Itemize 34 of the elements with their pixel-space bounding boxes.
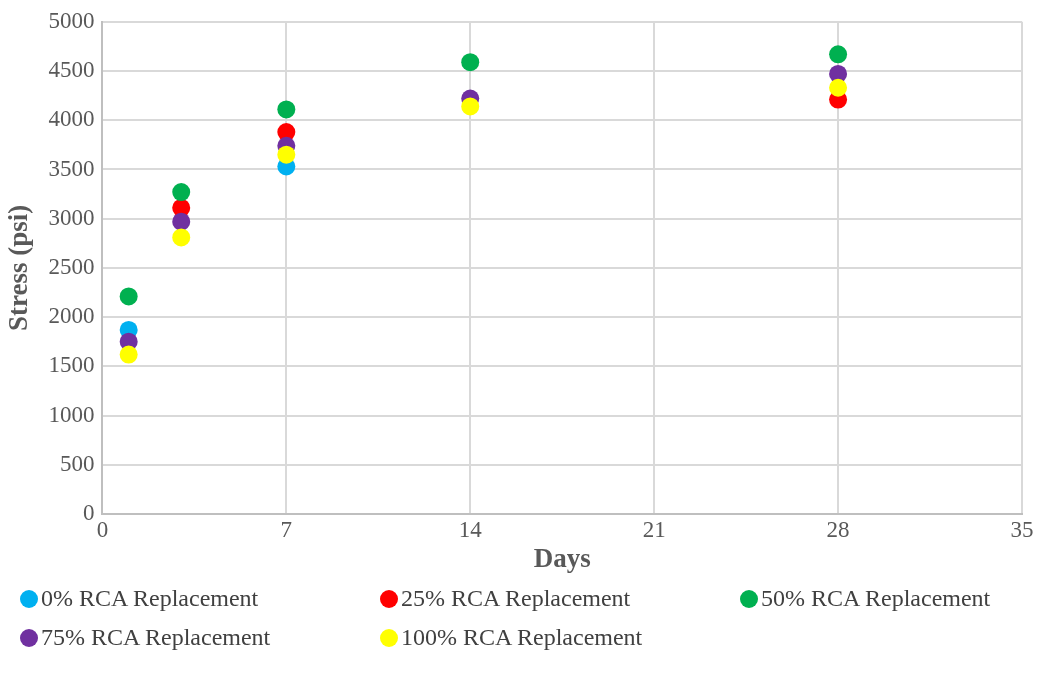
y-tick-label: 4500 [48,57,95,83]
y-tick-label: 1500 [48,352,95,378]
y-tick-label: 5000 [48,7,95,33]
y-tick-label: 4000 [48,106,95,132]
point [172,228,191,247]
point [461,97,480,116]
point [461,53,480,72]
x-tick-label: 14 [458,516,483,542]
y-axis-title: Stress (psi) [3,204,34,332]
x-axis-title: Days [533,542,591,573]
y-tick-label: 1000 [48,401,95,427]
legend-label: 50% RCA Replacement [761,585,991,612]
legend-label: 100% RCA Replacement [401,624,643,651]
y-tick-label: 3500 [48,155,95,181]
x-tick-label: 28 [826,516,850,542]
y-tick-label: 0 [82,500,95,526]
x-tick-label: 21 [642,516,666,542]
point [829,78,848,97]
point [277,145,296,164]
point [277,100,296,119]
legend-label: 0% RCA Replacement [41,585,259,612]
legend-label: 25% RCA Replacement [401,585,631,612]
y-tick-label: 3000 [48,204,95,230]
x-tick-label: 7 [280,516,293,542]
point [172,183,191,202]
y-tick-label: 2000 [48,303,95,329]
point [829,45,848,64]
x-tick-label: 35 [1010,516,1034,542]
y-tick-label: 2500 [48,253,95,279]
point [172,212,191,231]
y-tick-label: 500 [59,450,95,476]
point [119,287,138,306]
legend-label: 75% RCA Replacement [41,624,271,651]
point [119,345,138,364]
